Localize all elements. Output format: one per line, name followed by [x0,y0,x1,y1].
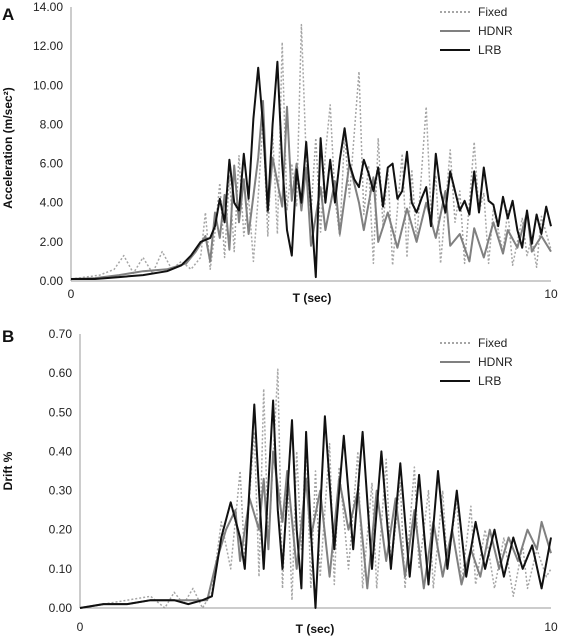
legend-label-hdnr: HDNR [478,24,513,38]
y-tick-label: 0.10 [49,562,73,576]
y-tick-label: 6.00 [40,157,64,171]
legend-label-hdnr: HDNR [478,355,513,369]
y-tick-label: 0.30 [49,484,73,498]
series-group-b [79,368,552,609]
y-tick-label: 0.50 [49,405,73,419]
y-tick-label: 8.00 [40,117,64,131]
series-line-fixed [70,23,552,280]
y-tick-label: 12.00 [33,39,63,53]
legend-label-lrb: LRB [478,43,501,57]
legend-a: Fixed HDNR LRB [440,5,513,57]
y-tick-label: 4.00 [40,196,64,210]
y-tick-label: 14.00 [33,0,63,14]
y-tick-label: 0.20 [49,523,73,537]
legend-label-fixed: Fixed [478,336,507,350]
x-axis-label-a: T (sec) [293,291,332,305]
y-tick-label: 0.00 [40,274,64,288]
legend-label-fixed: Fixed [478,5,507,19]
x-ticks-b: 0 10 [77,620,558,634]
y-axis-label-acceleration: Acceleration (m/sec²) [1,87,15,208]
legend-b: Fixed HDNR LRB [440,336,513,388]
x-tick-label: 0 [68,287,75,301]
x-tick-label: 0 [77,620,84,634]
x-tick-label: 10 [544,620,558,634]
series-line-fixed [79,368,552,609]
y-tick-label: 10.00 [33,78,63,92]
panel-letter-a: A [2,5,14,24]
y-ticks-a: 0.00 2.00 4.00 6.00 8.00 10.00 12.00 14.00 [33,0,63,288]
series-line-lrb [79,399,552,609]
panel-letter-b: B [2,327,14,346]
y-ticks-b: 0.00 0.10 0.20 0.30 0.40 0.50 0.60 0.70 [49,327,73,615]
x-tick-label: 10 [544,287,558,301]
acceleration-chart: A Acceleration (m/sec²) T (sec) 0.00 2.00… [1,0,558,305]
series-group-a [70,23,552,280]
x-axis-label-b: T (sec) [296,622,335,636]
y-tick-label: 0.00 [49,601,73,615]
y-tick-label: 2.00 [40,235,64,249]
legend-label-lrb: LRB [478,374,501,388]
y-tick-label: 0.40 [49,444,73,458]
y-tick-label: 0.70 [49,327,73,341]
x-ticks-a: 0 10 [68,287,558,301]
y-axis-label-drift: Drift % [1,451,15,490]
series-line-lrb [71,60,552,280]
y-tick-label: 0.60 [49,366,73,380]
series-line-hdnr [70,99,552,280]
drift-chart: B Drift % T (sec) 0.000.100.200.300.400.… [1,327,558,636]
